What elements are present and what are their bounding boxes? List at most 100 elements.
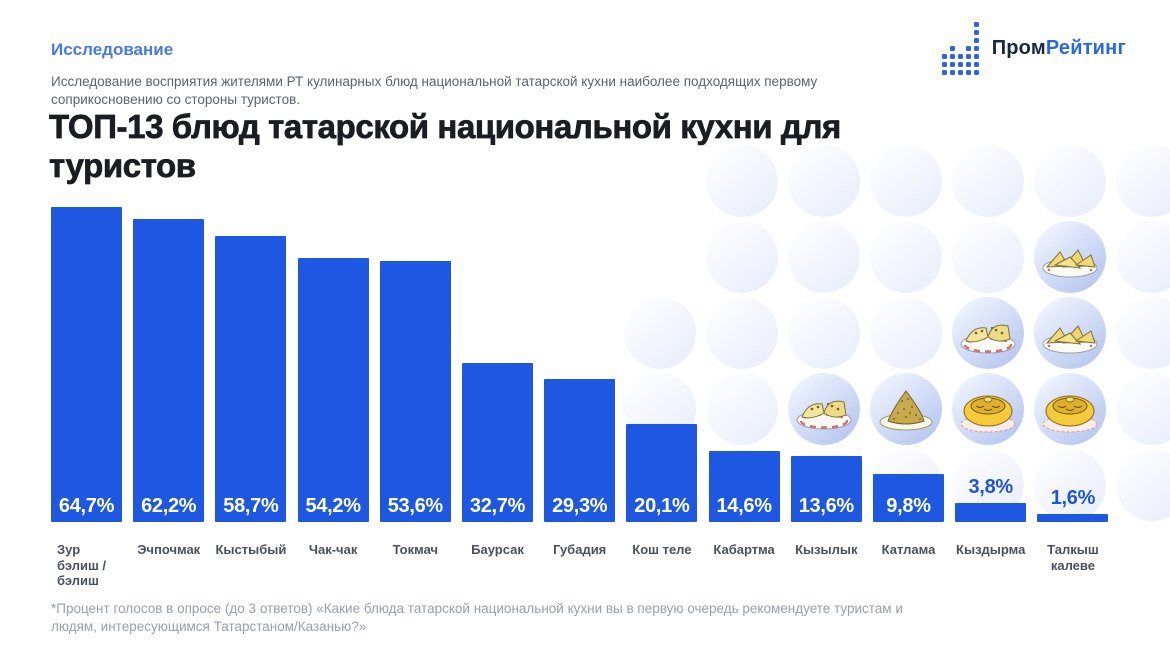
logo-dot [949,70,955,75]
eyebrow-label: Исследование [51,40,174,59]
bar-value: 1,6% [1050,487,1096,509]
logo-dot [949,46,955,51]
bar-value: 53,6% [387,495,444,517]
logo-dot [973,22,979,27]
logo-dot [949,62,955,67]
logo-dot [949,54,955,59]
bar-value: 9,8% [886,495,931,517]
bar-value: 64,7% [58,495,115,517]
bar-value: 58,7% [223,495,279,517]
logo-dot [965,70,971,75]
bar [626,424,698,522]
decor-circle [706,145,778,217]
decor-circle [1116,373,1170,445]
category-label: Кабартма [713,542,775,557]
logo-dot [973,54,979,59]
bar [133,219,205,522]
category-label: Кош теле [632,542,692,557]
logo-dot [973,46,979,51]
category-label: Кыздырма [956,542,1026,557]
bar [379,261,451,522]
logo-dot [957,54,963,59]
page-title: ТОП-13 блюд татарской национальной кухни… [49,108,842,185]
decor-circle [1116,221,1170,293]
category-label: Эчпочмак [137,542,201,557]
decor-circle [952,145,1024,217]
bar [955,503,1027,522]
promrating-logo: ПромРейтинг [941,22,1126,75]
bar [873,474,944,522]
promrating-logo-text: ПромРейтинг [992,37,1126,60]
category-label: Зур бэлиш / бэлиш [57,542,107,588]
echpochmak-icon [1034,221,1106,293]
decor-circle [624,297,696,369]
bar [51,207,122,522]
kystybyi-icon [788,373,860,445]
category-label: Катлама [881,542,936,557]
bar-value: 62,2% [141,495,197,517]
bar [215,236,287,522]
logo-dot [941,54,947,59]
logo-dot [965,54,971,59]
decor-circle [788,221,860,293]
logo-dot [973,30,979,35]
promrating-logo-icon [941,22,979,75]
logo-dot [965,62,971,67]
decor-circle [952,221,1024,293]
bar-value: 29,3% [552,495,608,517]
bar-value: 14,6% [716,495,772,517]
bar-value: 54,2% [305,495,361,517]
gubadiya-icon [1034,373,1106,445]
category-label: Кызылык [795,542,858,557]
bar [1037,514,1109,522]
bar [708,451,780,522]
logo-dot-column [949,46,955,75]
decor-circle [870,145,942,217]
decor-circle [706,297,778,369]
subtitle: Исследование восприятия жителями РТ кули… [51,74,818,107]
bar [297,258,369,522]
echpochmak-icon [1034,297,1106,369]
decor-circle [1116,297,1170,369]
decor-circle [1116,145,1170,217]
bar [462,363,533,522]
footnote: *Процент голосов в опросе (до 3 ответов)… [51,601,903,634]
logo-dot [957,62,963,67]
logo-dot-column [957,54,963,75]
decor-circle [706,221,778,293]
gubadiya-icon [952,373,1024,445]
logo-dot [965,46,971,51]
logo-dot [973,62,979,67]
logo-text-rating: Рейтинг [1045,37,1126,59]
logo-dot [973,70,979,75]
bar-value: 13,6% [798,495,855,517]
decor-circle [788,297,860,369]
decor-circle [1116,449,1170,521]
category-label: Губадия [553,542,607,557]
category-label: Токмач [392,542,439,557]
kystybyi-icon [952,297,1024,369]
decor-circle [706,373,778,445]
logo-dot-column [965,46,971,75]
logo-dot [941,70,947,75]
bar-value: 3,8% [968,476,1013,498]
category-label: Баурсак [471,542,524,557]
bar [544,379,616,522]
logo-dot [973,38,979,43]
category-label: Талкыш калеве [1047,542,1099,573]
logo-dot [957,70,963,75]
decor-circle [788,145,860,217]
logo-text-prom: Пром [991,37,1046,59]
decor-circle [1034,145,1106,217]
logo-dot-column [941,54,947,75]
bar [790,456,862,522]
logo-dot [941,62,947,67]
category-label: Чак-чак [308,542,358,557]
bar-value: 20,1% [634,495,690,517]
decor-circle [1034,449,1106,521]
bar-value: 32,7% [469,495,526,517]
chakchak-icon [870,373,942,445]
decor-circle [870,297,942,369]
